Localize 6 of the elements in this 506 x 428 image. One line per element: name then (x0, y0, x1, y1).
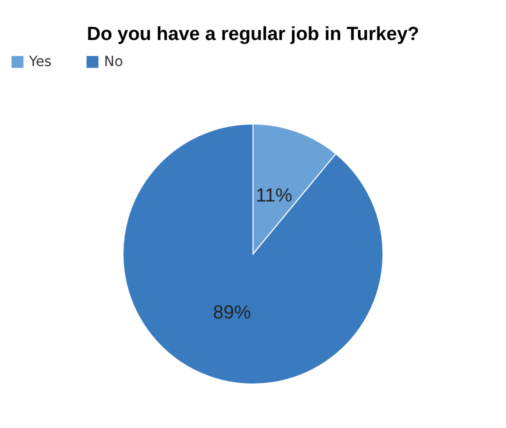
data-label: 89% (212, 302, 252, 324)
data-label: 11% (256, 186, 292, 207)
pie-slice (122, 124, 384, 384)
legend-label: Yes (28, 54, 52, 70)
legend-label: No (104, 54, 124, 70)
chart-title: Do you have a regular job in Turkey? (86, 24, 420, 45)
